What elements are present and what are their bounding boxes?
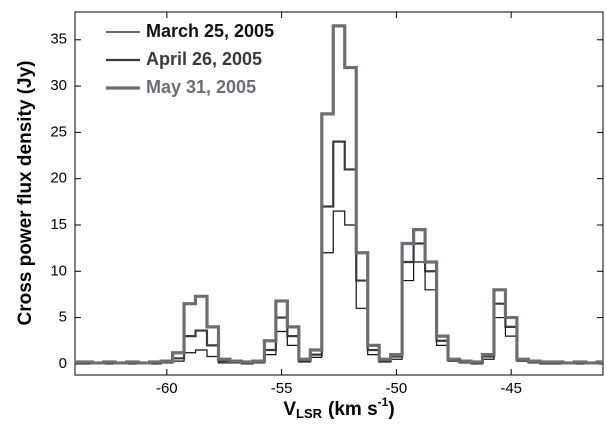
series-line	[75, 210, 603, 365]
x-tick-label: -60	[156, 380, 178, 397]
x-tick-label: -50	[386, 380, 408, 397]
x-axis-label: VLSR (km s-1)	[283, 395, 394, 421]
x-tick-label: -45	[500, 380, 522, 397]
y-tick-label: 15	[50, 216, 67, 233]
legend-label: March 25, 2005	[146, 21, 274, 41]
y-tick-label: 0	[59, 355, 67, 372]
series-line	[75, 24, 603, 365]
y-tick-label: 35	[50, 31, 67, 48]
plot-frame	[74, 11, 604, 376]
y-tick-label: 20	[50, 170, 67, 187]
y-tick-label: 25	[50, 123, 67, 140]
y-tick-label: 5	[59, 309, 67, 326]
series-line	[75, 140, 603, 365]
y-axis-label: Cross power flux density (Jy)	[15, 60, 36, 325]
y-tick-label: 10	[50, 262, 67, 279]
y-tick-label: 30	[50, 77, 67, 94]
legend-label: April 26, 2005	[146, 49, 262, 69]
legend-label: May 31, 2005	[146, 77, 256, 97]
x-tick-label: -55	[271, 380, 293, 397]
